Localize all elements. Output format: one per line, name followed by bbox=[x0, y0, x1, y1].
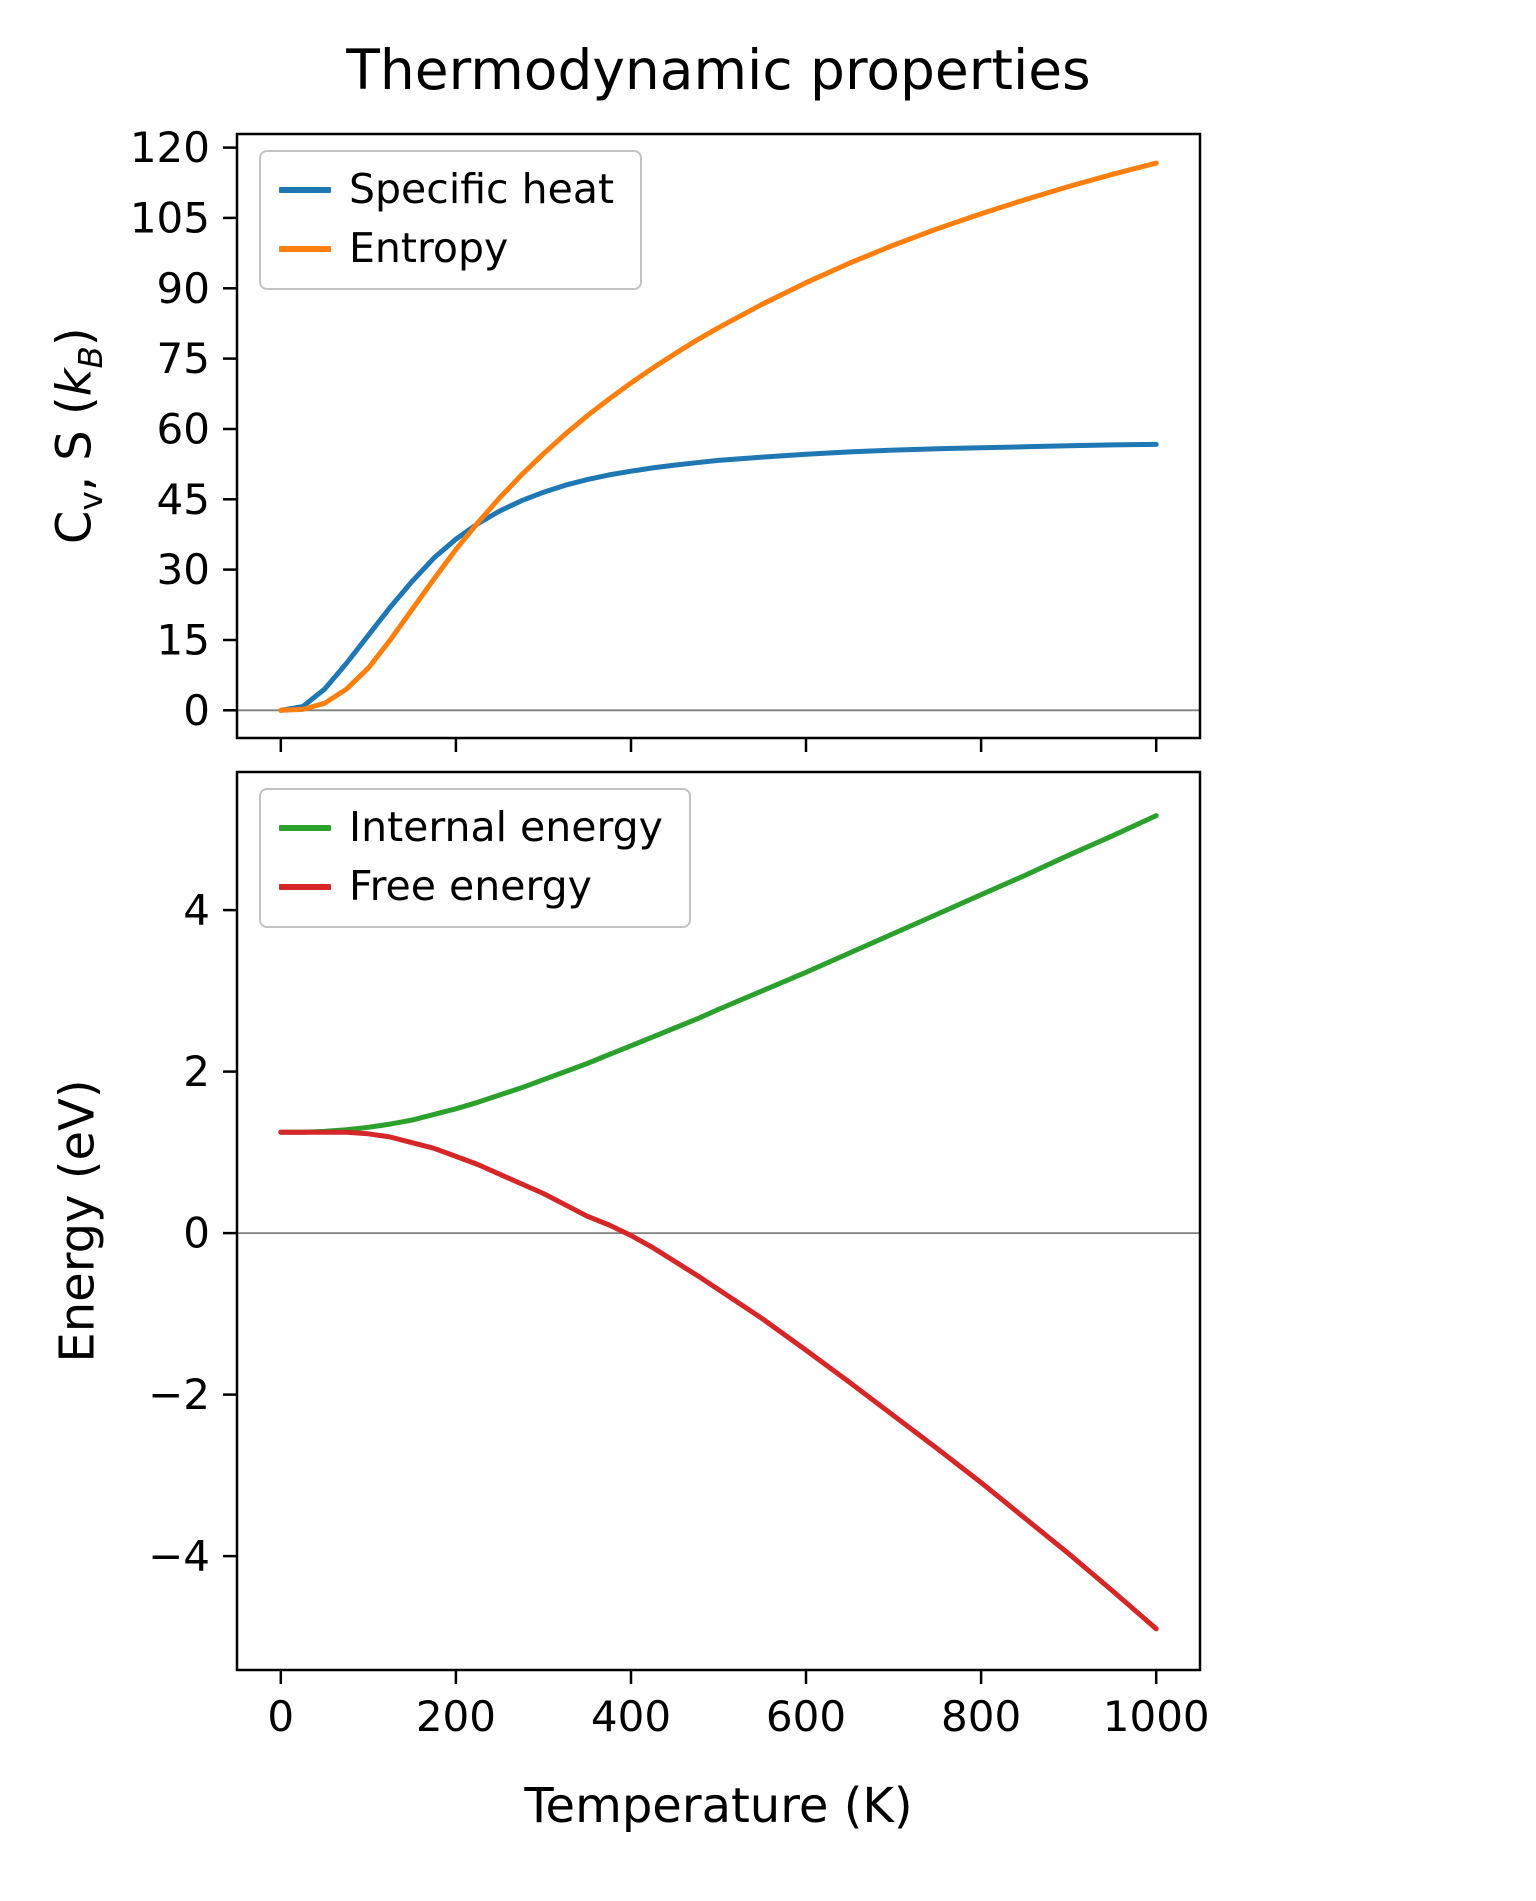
y-axis-label-top: Cv, S (kB) bbox=[16, 134, 140, 738]
legend-swatch-free-energy bbox=[279, 883, 331, 890]
y-tick-label: 15 bbox=[157, 616, 210, 665]
y-label-part: k bbox=[46, 368, 103, 397]
legend-swatch-internal-energy bbox=[279, 824, 331, 831]
y-tick-label: 30 bbox=[157, 545, 210, 594]
y-axis-label-top-text: Cv, S (kB) bbox=[46, 328, 109, 545]
y-tick-label: 0 bbox=[183, 1209, 210, 1258]
series-line-internal-energy bbox=[278, 813, 1159, 1135]
legend: Specific heat Entropy bbox=[259, 150, 643, 291]
y-label-part: , S ( bbox=[46, 396, 103, 492]
legend-label-entropy: Entropy bbox=[349, 224, 509, 273]
series-line-specific-heat bbox=[278, 441, 1159, 713]
y-tick-label: 4 bbox=[183, 886, 210, 935]
y-tick-label: 45 bbox=[157, 475, 210, 524]
y-tick-label: 0 bbox=[183, 686, 210, 735]
y-label-part: C bbox=[46, 510, 103, 545]
plot-area: 0 200 400 600 800 1000 −4 −2 0 2 4 bbox=[148, 770, 1210, 1741]
y-tick-label: 120 bbox=[130, 123, 210, 172]
legend-item-entropy: Entropy bbox=[279, 224, 614, 273]
y-label-part: v bbox=[71, 491, 110, 511]
x-tick-label: 800 bbox=[941, 1692, 1021, 1741]
legend-item-free-energy: Free energy bbox=[279, 862, 663, 911]
legend-label-free-energy: Free energy bbox=[349, 862, 592, 911]
legend-label-internal-energy: Internal energy bbox=[349, 803, 663, 851]
top-subplot: 0 15 30 45 60 75 90 105 120 Specific heat Entropy bbox=[130, 123, 1202, 752]
legend-item-internal-energy: Internal energy bbox=[279, 803, 663, 851]
x-tick-label: 200 bbox=[416, 1692, 496, 1741]
x-tick-label: 400 bbox=[591, 1692, 671, 1741]
x-axis-label: Temperature (K) bbox=[524, 1778, 913, 1834]
y-tick-label: 105 bbox=[130, 193, 210, 242]
chart-title: Thermodynamic properties bbox=[346, 38, 1091, 102]
x-tick-label: 1000 bbox=[1103, 1692, 1210, 1741]
y-tick-label: 75 bbox=[157, 334, 210, 383]
legend-label-specific-heat: Specific heat bbox=[349, 165, 615, 213]
legend-swatch-entropy bbox=[279, 245, 331, 252]
legend: Internal energy Free energy bbox=[259, 788, 691, 929]
y-tick-label: 60 bbox=[157, 405, 210, 454]
bottom-subplot: 0 200 400 600 800 1000 −4 −2 0 2 4 Internal energy F… bbox=[148, 770, 1210, 1741]
y-label-part: ) bbox=[46, 327, 103, 347]
y-tick-label: −4 bbox=[148, 1532, 210, 1581]
y-tick-label: 90 bbox=[157, 264, 210, 313]
y-label-part: B bbox=[71, 346, 110, 369]
y-tick-label: 2 bbox=[183, 1047, 210, 1096]
y-axis-label-bottom: Energy (eV) bbox=[16, 772, 140, 1670]
y-axis-label-bottom-text: Energy (eV) bbox=[50, 1079, 106, 1363]
series-line-free-energy bbox=[278, 1129, 1159, 1632]
series-line-entropy bbox=[278, 160, 1159, 713]
x-tick-label: 600 bbox=[766, 1692, 846, 1741]
legend-swatch-specific-heat bbox=[279, 186, 331, 193]
axes-spines bbox=[235, 770, 1202, 1672]
axes-spines bbox=[235, 132, 1202, 740]
y-tick-label: −2 bbox=[148, 1370, 210, 1419]
x-tick-label: 0 bbox=[267, 1692, 294, 1741]
plot-area: 0 15 30 45 60 75 90 105 120 bbox=[130, 123, 1202, 752]
legend-item-specific-heat: Specific heat bbox=[279, 165, 615, 213]
